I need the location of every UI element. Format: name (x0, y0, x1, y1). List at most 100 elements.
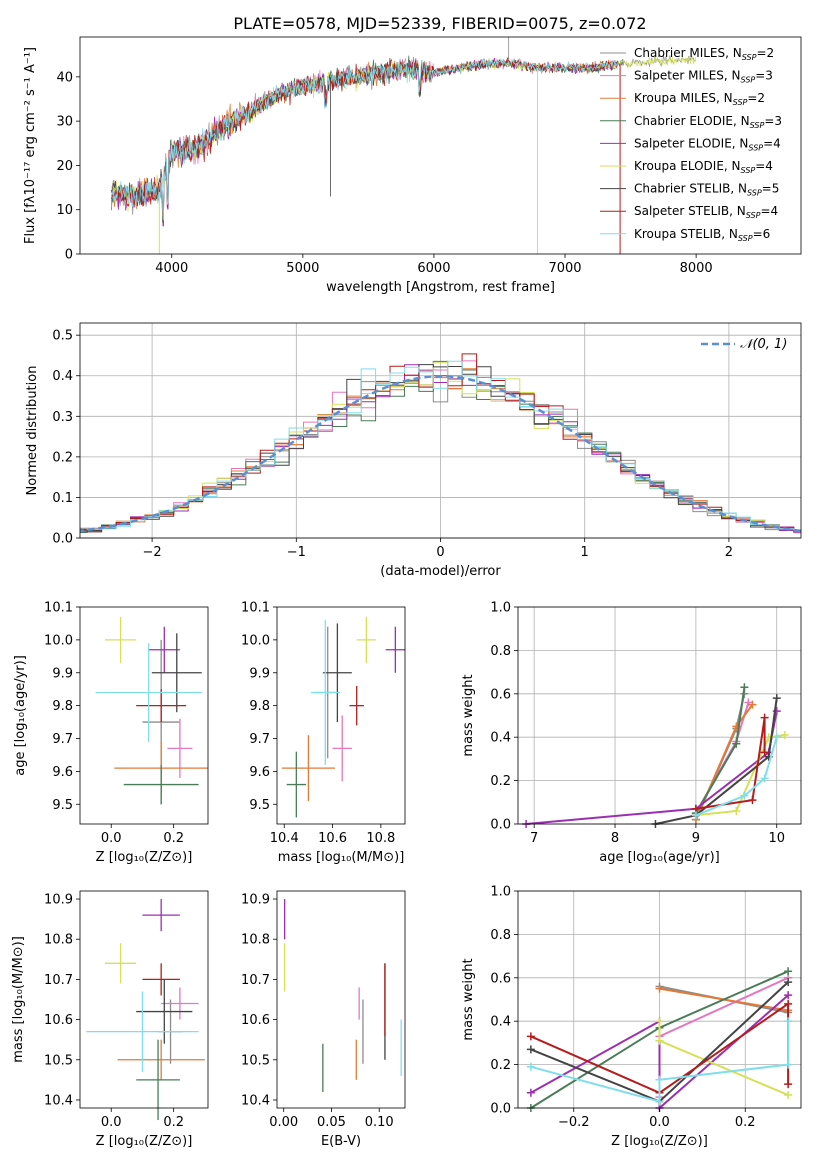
weight-marker (655, 1097, 664, 1106)
weight-marker (760, 774, 769, 783)
y-tick-label: 0.0 (52, 532, 73, 547)
axes-frame (79, 606, 209, 825)
axes-frame (79, 36, 802, 255)
x-tick-label: 0.0 (101, 831, 122, 846)
legend-label: 𝒩(0, 1) (740, 337, 787, 352)
weight-marker (784, 1090, 793, 1099)
y-axis-label: Flux [fλ10⁻¹⁷ erg cm⁻² s⁻¹ A⁻¹] (23, 47, 38, 244)
weight-marker (732, 739, 741, 748)
weight-marker (526, 1088, 535, 1097)
weight-marker (784, 999, 793, 1008)
x-tick-label: 0.2 (163, 831, 184, 846)
legend-label: Kroupa STELIB, NSSP=6 (634, 227, 770, 243)
legend-label: Chabrier ELODIE, NSSP=3 (634, 114, 782, 130)
x-tick-label: −1 (287, 545, 306, 560)
y-tick-label: 9.8 (249, 699, 270, 714)
panel-residuals: −2 −1 0 1 2 0.0 0.1 0.2 0.3 0.4 0.5 (data-model)/er… (25, 322, 802, 579)
y-tick-label: 10.9 (241, 893, 270, 908)
plot-area-z-mass (86, 899, 205, 1121)
weight-marker (784, 1060, 793, 1069)
y-tick-label: 0.4 (490, 1015, 511, 1030)
x-tick-label: 7 (530, 831, 538, 846)
y-tick-label: 0.6 (490, 687, 511, 702)
y-tick-label: 10.7 (241, 973, 270, 988)
y-tick-label: 0.8 (490, 644, 511, 659)
weight-marker (780, 731, 789, 740)
y-tick-label: 9.6 (52, 765, 73, 780)
weight-line (695, 736, 778, 817)
weight-marker (784, 991, 793, 1000)
axes-frame (276, 606, 406, 825)
y-tick-label: 10.0 (44, 633, 73, 648)
x-axis-label: wavelength [Angstrom, rest frame] (326, 280, 555, 295)
weight-marker (526, 1045, 535, 1054)
plot-area-ebv-mass (283, 899, 402, 1092)
x-axis-label: Z [log₁₀(Z/Z⊙)] (611, 1134, 708, 1149)
y-axis-label: age [log₁₀(age/yr)] (13, 655, 28, 776)
y-tick-label: 9.8 (52, 699, 73, 714)
panel-z-age: 0.0 0.2 9.5 9.6 9.7 9.8 9.9 10.0 10.1 Z [log₁₀(Z/… (13, 601, 209, 865)
x-tick-label: 5000 (286, 261, 319, 276)
y-tick-label: 10.7 (44, 973, 73, 988)
weight-marker (655, 1017, 664, 1026)
weight-marker (526, 1062, 535, 1071)
y-tick-label: 10.1 (44, 601, 73, 616)
y-tick-label: 0.2 (52, 450, 73, 465)
legend-label: Salpeter STELIB, NSSP=4 (634, 204, 778, 220)
x-tick-label: 8000 (680, 261, 713, 276)
y-tick-label: 20 (56, 159, 73, 174)
plot-area-z-weight (526, 967, 793, 1112)
x-tick-label: 0.00 (269, 1115, 298, 1130)
plot-area-z-age (95, 616, 208, 805)
weight-marker (784, 967, 793, 976)
x-axis-label: age [log₁₀(age/yr)] (599, 850, 720, 865)
y-tick-label: 0.0 (490, 1102, 511, 1117)
panel-ebv-mass: 0.00 0.05 0.10 10.4 10.5 10.6 10.7 10.8 10.9 E(B-… (241, 890, 406, 1149)
y-tick-label: 0.0 (490, 818, 511, 833)
x-tick-label: −2 (143, 545, 162, 560)
weight-line (530, 994, 789, 1111)
y-tick-label: 10.5 (241, 1053, 270, 1068)
y-tick-label: 1.0 (490, 601, 511, 616)
y-tick-label: 10.4 (44, 1093, 73, 1108)
axes-frame (517, 606, 802, 825)
legend: 𝒩(0, 1) (701, 337, 787, 352)
spectrum-line (111, 57, 618, 214)
spectrum-line (111, 57, 618, 221)
x-axis-label: E(B-V) (321, 1134, 361, 1149)
spectrum-line (111, 57, 618, 216)
y-tick-label: 0.4 (52, 369, 73, 384)
weight-line (695, 687, 746, 814)
weight-marker (772, 694, 781, 703)
y-tick-label: 0.3 (52, 410, 73, 425)
y-tick-label: 1.0 (490, 885, 511, 900)
panel-z-weight: −0.2 0.0 0.2 0.0 0.2 0.4 0.6 0.8 1.0 Z [log₁₀(Z/Z… (461, 885, 802, 1149)
legend: Chabrier MILES, NSSP=2 Salpeter MILES, NS… (600, 46, 782, 243)
axes-frame (276, 890, 406, 1109)
weight-marker (748, 700, 757, 709)
x-tick-label: 9 (692, 831, 700, 846)
legend-label: Salpeter MILES, NSSP=3 (634, 69, 773, 85)
plot-area-spectrum (111, 37, 697, 254)
axes-frame (79, 890, 209, 1109)
y-tick-label: 0.2 (490, 774, 511, 789)
y-tick-label: 40 (56, 70, 73, 85)
x-tick-label: 0 (436, 545, 444, 560)
y-tick-label: 9.9 (52, 666, 73, 681)
x-tick-label: 0.2 (163, 1115, 184, 1130)
y-axis-label: mass weight (461, 958, 476, 1040)
y-tick-label: 10.6 (44, 1013, 73, 1028)
weight-marker (784, 978, 793, 987)
x-tick-label: 0.0 (101, 1115, 122, 1130)
spectrum-line (111, 59, 618, 215)
weight-marker (772, 733, 781, 742)
weight-marker (526, 1032, 535, 1041)
y-axis-label: mass weight (461, 674, 476, 756)
weight-marker (784, 1017, 793, 1026)
weight-marker (748, 796, 757, 805)
y-tick-label: 0.5 (52, 329, 73, 344)
y-tick-label: 10.6 (241, 1013, 270, 1028)
x-axis-label: Z [log₁₀(Z/Z⊙)] (96, 1134, 193, 1149)
weight-marker (655, 1075, 664, 1084)
